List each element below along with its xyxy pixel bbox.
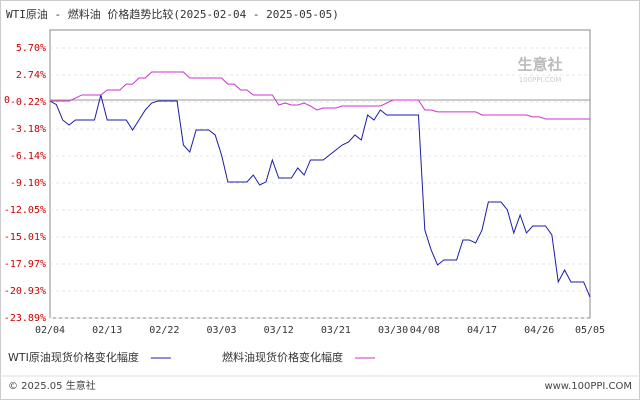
x-tick-label: 02/22 <box>149 325 179 336</box>
series-line <box>49 94 591 298</box>
y-tick-label: 0 <box>4 95 10 106</box>
y-tick-label: -17.97% <box>4 259 46 270</box>
x-tick-label: 02/04 <box>35 325 65 336</box>
y-tick-label: -6.14% <box>10 151 46 162</box>
y-tick-label: -12.05% <box>4 205 46 216</box>
series-line <box>50 71 590 120</box>
footer-left: © 2025.05 生意社 <box>8 379 96 392</box>
chart-title: WTI原油 - 燃料油 价格趋势比较(2025-02-04 - 2025-05-… <box>6 7 339 21</box>
legend-label: 燃料油现货价格变化幅度 <box>222 350 343 364</box>
x-tick-label: 02/13 <box>92 325 122 336</box>
watermark: 生意社 <box>517 56 562 74</box>
legend-label: WTI原油现货价格变化幅度 <box>8 350 139 364</box>
y-tick-label: -23.89% <box>4 313 46 324</box>
x-tick-label: 04/17 <box>467 325 497 336</box>
y-tick-label: -15.01% <box>4 232 46 243</box>
y-tick-label: -0.22% <box>10 97 46 108</box>
y-tick-label: 2.74% <box>16 70 46 81</box>
y-tick-label: -9.10% <box>10 178 46 189</box>
y-tick-label: -3.18% <box>10 124 46 135</box>
x-tick-label: 03/03 <box>206 325 236 336</box>
x-tick-label: 04/26 <box>524 325 554 336</box>
x-tick-label: 03/21 <box>321 325 351 336</box>
y-tick-label: -20.93% <box>4 286 46 297</box>
x-tick-label: 03/30 <box>378 325 408 336</box>
x-tick-label: 05/05 <box>575 325 605 336</box>
x-tick-label: 03/12 <box>264 325 294 336</box>
watermark-sub: 100PPI.COM <box>519 76 562 84</box>
footer-right: www.100PPI.COM <box>544 381 632 392</box>
x-tick-label: 04/08 <box>410 325 440 336</box>
y-tick-label: 5.70% <box>16 43 46 54</box>
